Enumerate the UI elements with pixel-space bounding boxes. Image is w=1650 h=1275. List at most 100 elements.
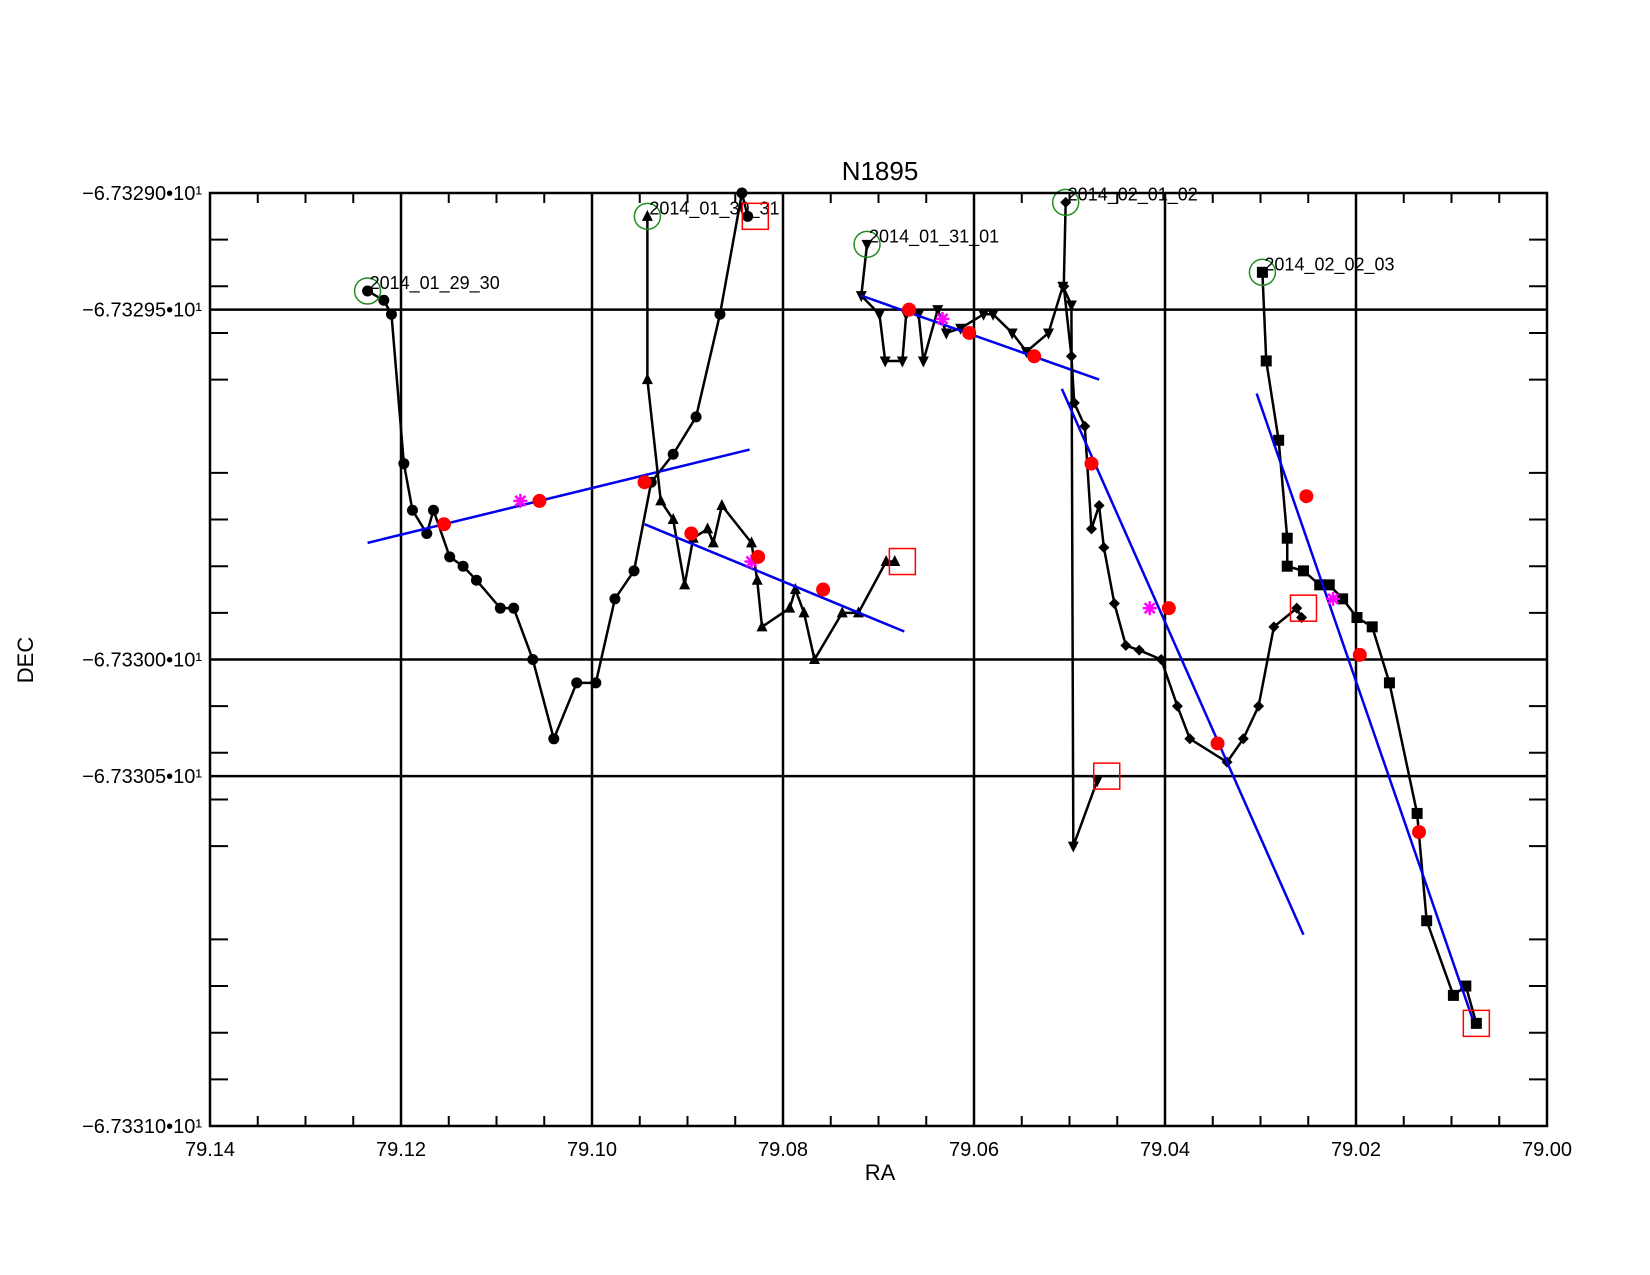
star-marker [1326, 591, 1341, 606]
data-point [873, 309, 885, 321]
x-tick-label: 79.04 [1140, 1139, 1190, 1161]
data-point [385, 308, 397, 320]
data-point [590, 677, 602, 689]
data-point [1098, 542, 1110, 554]
data-point [362, 285, 374, 297]
data-point [1065, 350, 1077, 362]
data-point [889, 555, 901, 567]
data-point [1268, 621, 1280, 633]
data-point [508, 602, 520, 614]
star-marker [513, 493, 528, 508]
fit-point [1084, 456, 1099, 471]
fit-point [436, 517, 451, 532]
data-point [655, 494, 667, 506]
data-point [978, 309, 990, 321]
data-point [798, 606, 810, 618]
data-point [896, 356, 908, 368]
data-point [1366, 621, 1378, 633]
end-marker [1289, 594, 1318, 622]
series-line [1062, 202, 1303, 764]
series-label: 2014_02_02_03 [1264, 254, 1394, 275]
axis-ticks: 79.14 79.12 79.10 79.08 79.06 79.04 79.02 79.00… [82, 183, 1572, 1161]
series-label: 2014_01_30_31 [649, 198, 779, 219]
fit-line [644, 523, 905, 633]
end-marker [1092, 762, 1121, 790]
data-point [714, 308, 726, 320]
data-point [1237, 733, 1249, 745]
start-marker [1248, 258, 1277, 287]
x-axis-label: RA [865, 1160, 896, 1185]
data-point [1120, 640, 1132, 652]
data-point [1460, 980, 1472, 992]
data-point [1351, 612, 1363, 624]
star-marker [1142, 601, 1157, 616]
data-point [641, 373, 653, 385]
data-point [571, 677, 583, 689]
data-point [917, 356, 929, 368]
data-point [641, 209, 653, 221]
data-point [1079, 420, 1091, 432]
x-tick-label: 79.06 [949, 1139, 999, 1161]
fit-point [751, 549, 766, 564]
fit-point [637, 475, 652, 490]
data-point [1155, 654, 1167, 665]
data-point [1068, 397, 1080, 409]
data-point [1291, 602, 1303, 614]
data-point [940, 328, 952, 340]
star-marker [935, 311, 950, 326]
y-tick-label: −6.73310•10¹ [82, 1116, 202, 1138]
data-point [494, 602, 506, 614]
x-tick-label: 79.00 [1522, 1139, 1572, 1161]
data-point [751, 573, 763, 585]
data-point [1133, 644, 1145, 656]
x-tick-label: 79.08 [758, 1139, 808, 1161]
data-point [1273, 434, 1285, 446]
data-point [1411, 807, 1423, 819]
series-square: 2014_02_02_03 [1248, 254, 1482, 1029]
data-point [1447, 989, 1459, 1001]
data-point [1067, 841, 1079, 853]
data-point [1065, 300, 1077, 312]
fit-line [860, 294, 1100, 381]
data-point [470, 574, 482, 586]
data-point [667, 448, 679, 460]
fit-point [532, 493, 547, 508]
data-point [421, 528, 433, 540]
chart-title: N1895 [842, 156, 919, 186]
series-circle: 2014_01_29_30 [353, 187, 754, 745]
fit-line [1255, 393, 1474, 1020]
data-point [1042, 328, 1054, 340]
data-point [406, 504, 418, 516]
end-marker [1462, 1009, 1491, 1038]
fit-point [902, 302, 917, 317]
y-axis-label: DEC [13, 637, 38, 684]
fit-point [962, 325, 977, 340]
data-point [1383, 677, 1395, 689]
star-stroke [1327, 592, 1340, 605]
series-label: 2014_01_31_01 [869, 226, 999, 247]
grid-lines [210, 193, 1547, 1126]
data-point [690, 411, 702, 423]
x-tick-label: 79.10 [567, 1139, 617, 1161]
data-point [784, 601, 796, 613]
data-point [789, 583, 801, 595]
data-point [527, 654, 539, 665]
start-marker [853, 230, 881, 259]
fit-point [1352, 647, 1367, 662]
data-point [1021, 347, 1033, 359]
data-point [1421, 915, 1433, 927]
star-stroke [936, 313, 949, 325]
data-point [1184, 733, 1196, 745]
data-point [548, 733, 560, 745]
series-line [1261, 272, 1478, 1024]
y-tick-label: −6.73290•10¹ [82, 183, 202, 205]
series-triangle-down: 2014_01_31_01 [853, 226, 1103, 853]
data-point [702, 522, 714, 534]
data-point [1281, 560, 1293, 572]
data-point [1256, 266, 1268, 278]
x-tick-label: 79.02 [1331, 1139, 1381, 1161]
series-label: 2014_02_01_02 [1068, 184, 1198, 205]
y-tick-label: −6.73295•10¹ [82, 300, 202, 322]
data-point [707, 536, 719, 548]
